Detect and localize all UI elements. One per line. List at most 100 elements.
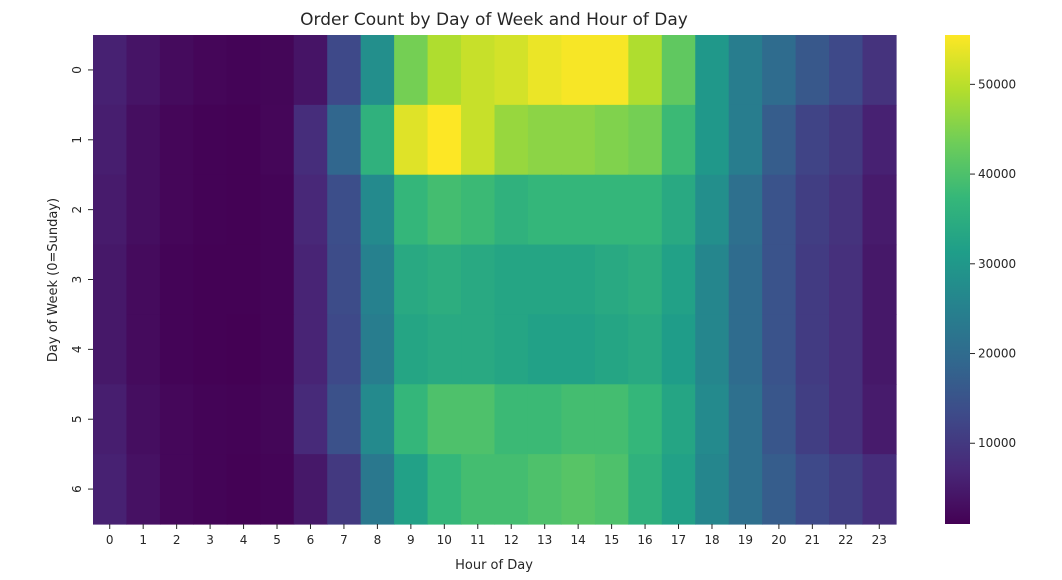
x-tick-label: 5	[273, 533, 281, 547]
heatmap-cell	[427, 244, 462, 316]
x-tick-label: 10	[437, 533, 452, 547]
heatmap-cell	[193, 35, 228, 106]
heatmap-cell	[527, 314, 563, 385]
heatmap-cell	[327, 104, 362, 176]
heatmap-cell	[193, 244, 228, 316]
heatmap-cell	[762, 174, 797, 246]
heatmap-cell	[126, 314, 161, 385]
x-tick-label: 19	[738, 533, 753, 547]
heatmap-cell	[461, 35, 496, 106]
heatmap-cell	[661, 454, 696, 525]
heatmap-cell	[695, 104, 730, 176]
x-tick-label: 17	[671, 533, 686, 547]
heatmap-cell	[494, 314, 529, 385]
heatmap-cell	[193, 104, 228, 176]
heatmap-cell	[594, 244, 629, 316]
colorbar	[945, 35, 970, 524]
heatmap-cell	[427, 104, 462, 176]
heatmap-cell	[126, 244, 161, 316]
heatmap-cell	[628, 104, 663, 176]
heatmap-cell	[226, 174, 261, 246]
heatmap-cell	[394, 174, 429, 246]
heatmap-cell	[728, 454, 763, 525]
heatmap-cell	[360, 244, 395, 316]
heatmap-cell	[193, 454, 228, 525]
heatmap-cell	[695, 174, 730, 246]
heatmap-cell	[360, 454, 395, 525]
heatmap-cell	[762, 35, 797, 106]
heatmap-cell	[728, 314, 763, 385]
x-tick-label: 6	[307, 533, 315, 547]
heatmap-cell	[260, 174, 295, 246]
heatmap-cell	[594, 314, 629, 385]
heatmap-cell	[293, 454, 328, 525]
heatmap-cell	[394, 244, 429, 316]
heatmap-cell	[293, 244, 328, 316]
heatmap-cell	[829, 314, 864, 385]
x-axis-ticks: 0 1 2 3 4 5 6 7 8 9 10 11 12 13 14 15 16 17 18 19 20 21 22 23	[106, 524, 887, 547]
heatmap-cell	[427, 384, 462, 455]
heatmap-cell	[93, 104, 128, 176]
heatmap-cell	[494, 104, 529, 176]
x-tick-label: 21	[805, 533, 820, 547]
heatmap-cell	[327, 174, 362, 246]
heatmap-cell	[862, 244, 897, 316]
heatmap-cell	[494, 35, 529, 106]
heatmap-cell	[126, 384, 161, 455]
heatmap-cell	[561, 35, 596, 106]
heatmap-cell	[327, 314, 362, 385]
heatmap-cell	[494, 244, 529, 316]
heatmap-cell	[226, 244, 261, 316]
heatmap-cell	[159, 244, 194, 316]
colorbar-tick-label: 10000	[978, 436, 1016, 450]
x-tick-label: 2	[173, 533, 181, 547]
heatmap-cell	[527, 104, 563, 176]
x-tick-label: 1	[139, 533, 147, 547]
x-tick-label: 12	[504, 533, 519, 547]
x-tick-label: 9	[407, 533, 415, 547]
heatmap-cell	[226, 314, 261, 385]
heatmap-cell	[762, 454, 797, 525]
heatmap-cell	[728, 35, 763, 106]
heatmap-cell	[494, 384, 529, 455]
colorbar-tick-label: 30000	[978, 257, 1016, 271]
x-axis-label: Hour of Day	[455, 558, 533, 573]
x-tick-label: 15	[604, 533, 619, 547]
heatmap-cell	[159, 314, 194, 385]
heatmap-cell	[594, 174, 629, 246]
heatmap-cell	[862, 174, 897, 246]
heatmap-cell	[93, 314, 128, 385]
heatmap-cell	[360, 104, 395, 176]
heatmap-cell	[193, 174, 228, 246]
heatmap-cell	[260, 35, 295, 106]
heatmap-cell	[728, 174, 763, 246]
heatmap-cell	[628, 314, 663, 385]
y-tick-label: 4	[70, 346, 84, 354]
heatmap-cell	[494, 454, 529, 525]
heatmap-cell	[159, 35, 194, 106]
heatmap-cell	[260, 384, 295, 455]
heatmap-cell	[795, 384, 830, 455]
heatmap-cell	[461, 314, 496, 385]
heatmap-cell	[260, 454, 295, 525]
x-tick-label: 4	[240, 533, 248, 547]
heatmap-cell	[628, 174, 663, 246]
heatmap-cell	[494, 174, 529, 246]
heatmap-cell	[461, 174, 496, 246]
heatmap-cell	[327, 384, 362, 455]
heatmap-cell	[695, 384, 730, 455]
heatmap-cell	[594, 104, 629, 176]
heatmap-cell	[795, 35, 830, 106]
heatmap-cell	[159, 104, 194, 176]
heatmap-cell	[661, 314, 696, 385]
heatmap-cell	[661, 104, 696, 176]
heatmap-cell	[527, 35, 563, 106]
x-tick-label: 16	[637, 533, 652, 547]
heatmap-cell	[594, 384, 629, 455]
heatmap-cell	[260, 104, 295, 176]
heatmap-cell	[327, 454, 362, 525]
heatmap-cell	[126, 35, 161, 106]
heatmap-cell	[461, 454, 496, 525]
heatmap-cell	[561, 174, 596, 246]
